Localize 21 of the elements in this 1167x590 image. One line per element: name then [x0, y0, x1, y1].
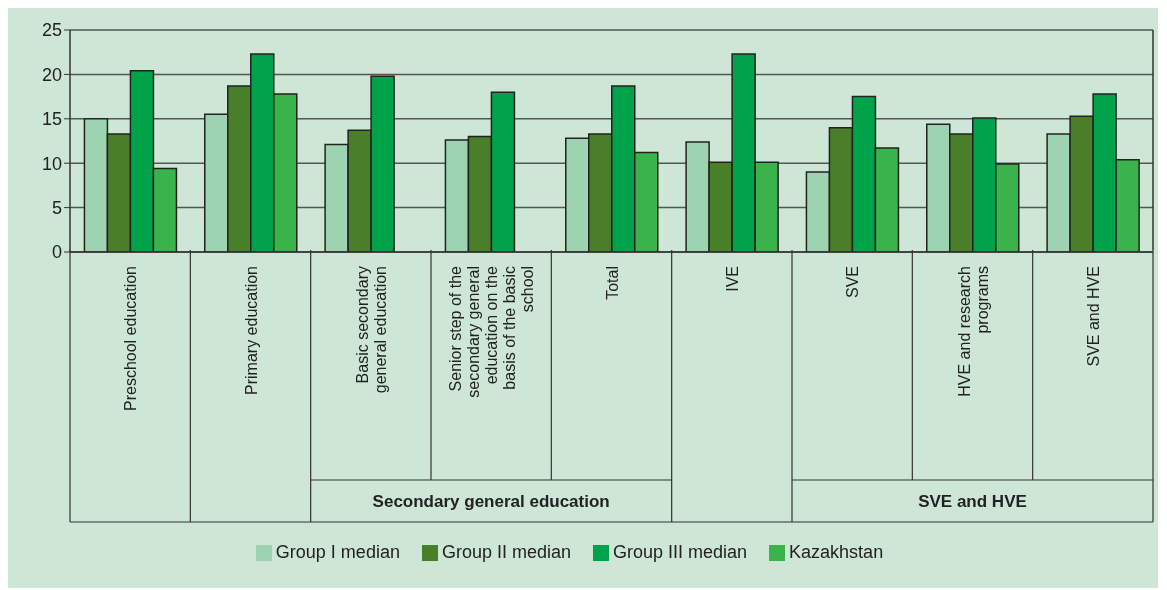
y-tick-label: 25	[41, 20, 62, 41]
x-tick-label: SVE	[844, 266, 862, 299]
x-tick-label: Senior step of the secondary general education on the basis of the basic school	[447, 265, 537, 398]
text: SVE and HVE	[918, 492, 1027, 511]
legend-label: Group II median	[441, 542, 571, 562]
x-tick-label: SVE and HVE	[1084, 266, 1102, 367]
y-tick-label: 10	[41, 153, 62, 174]
y-tick-label: 20	[41, 64, 62, 85]
legend-label: Kazakhstan	[789, 542, 884, 562]
x-tick-label: Total	[603, 266, 621, 300]
x-tick-label: Basic secondary general education	[353, 266, 389, 394]
y-tick-label: 0	[51, 242, 62, 263]
x-tick-label: Preschool education	[122, 266, 140, 411]
x-tick-label: Primary education	[242, 266, 260, 395]
legend-label: Group I median	[275, 542, 400, 562]
legend-label: Group III median	[613, 542, 748, 562]
x-tick-label: IVE	[723, 266, 741, 292]
y-tick-label: 15	[41, 109, 62, 130]
x-tick-label: HVE and research programs	[955, 266, 991, 397]
y-tick-label: 5	[51, 197, 62, 218]
text: Secondary general education	[372, 492, 610, 511]
